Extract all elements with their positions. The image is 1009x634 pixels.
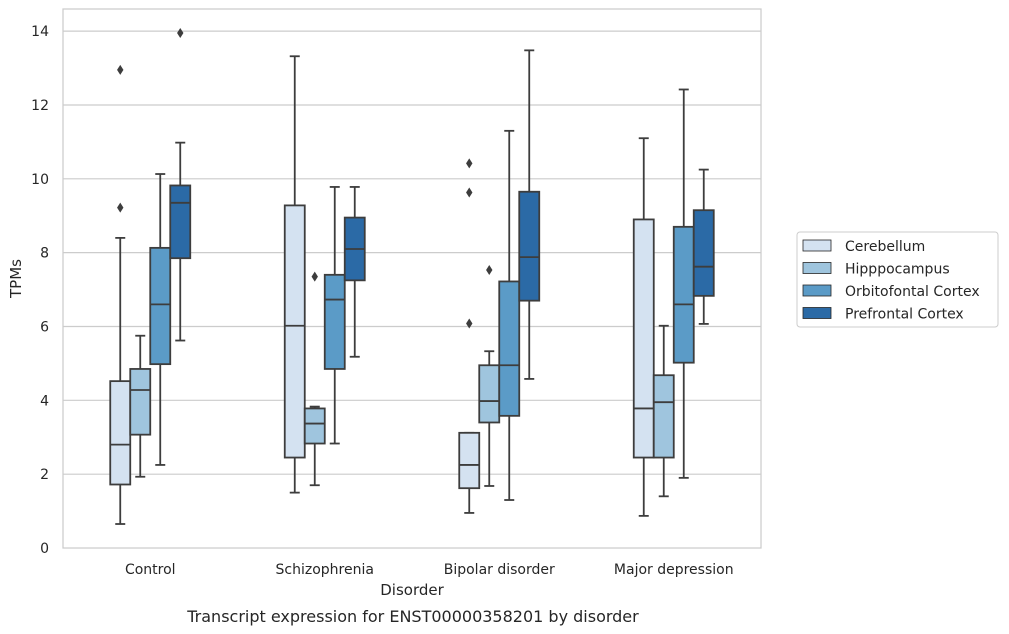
outlier-point	[466, 187, 473, 198]
box-1-3	[343, 186, 366, 358]
plot-frame	[62, 8, 762, 549]
y-tick-labels: 0 2 4 6 8 10 12 14	[31, 24, 49, 557]
y-tick-label: 0	[40, 541, 49, 557]
y-tick-label: 4	[40, 393, 49, 409]
box-2-3	[518, 49, 541, 380]
legend-swatch	[802, 262, 832, 274]
box-2-1	[478, 265, 501, 487]
box-1-1	[303, 271, 326, 487]
y-tick-label: 8	[40, 246, 49, 262]
outlier-point	[177, 27, 184, 38]
legend-label: Prefrontal Cortex	[845, 307, 964, 323]
x-tick-labels: Control Schizophrenia Bipolar disorder Majo…	[125, 562, 734, 578]
box-iqr	[498, 280, 521, 417]
outlier-point	[117, 64, 124, 75]
box-3-2	[672, 88, 695, 479]
x-tick-label: Schizophrenia	[276, 562, 374, 578]
box-iqr	[632, 218, 655, 459]
y-tick-label: 2	[40, 467, 49, 483]
box-iqr	[149, 246, 172, 366]
box-2-2	[498, 129, 521, 501]
legend-swatch	[802, 307, 832, 319]
box-plot-marks	[109, 27, 715, 525]
chart-caption: Transcript expression for ENST0000035820…	[186, 607, 639, 626]
outlier-point	[486, 265, 493, 276]
outlier-point	[466, 158, 473, 169]
box-iqr	[129, 368, 152, 436]
y-tick-label: 12	[31, 98, 49, 114]
box-iqr	[303, 407, 326, 445]
outlier-point	[311, 271, 318, 282]
box-iqr	[692, 209, 715, 297]
outlier-point	[466, 318, 473, 329]
legend: Cerebellum Hipppocampus Orbitofontal Corte…	[796, 231, 999, 328]
box-iqr	[672, 225, 695, 364]
box-0-0	[109, 64, 132, 525]
y-tick-label: 10	[31, 172, 49, 188]
box-0-2	[149, 173, 172, 466]
x-tick-label: Control	[125, 562, 176, 578]
box-iqr	[478, 364, 501, 424]
legend-swatch	[802, 239, 832, 252]
legend-label: Orbitofontal Cortex	[845, 284, 980, 300]
box-iqr	[109, 380, 132, 486]
box-3-0	[632, 137, 655, 517]
box-2-0	[458, 158, 481, 514]
box-0-3	[169, 27, 192, 342]
box-3-1	[652, 324, 675, 498]
box-iqr	[323, 273, 346, 370]
y-tick-label: 14	[31, 24, 49, 40]
y-axis-label: TPMs	[7, 259, 25, 299]
x-tick-label: Major depression	[614, 562, 734, 578]
x-tick-label: Bipolar disorder	[444, 562, 555, 578]
y-tick-label: 6	[40, 319, 49, 335]
legend-label: Cerebellum	[845, 239, 925, 255]
box-3-3	[692, 168, 715, 325]
box-iqr	[518, 190, 541, 302]
outlier-point	[117, 202, 124, 213]
legend-frame	[796, 231, 999, 328]
legend-swatch	[802, 284, 832, 297]
x-axis-label: Disorder	[380, 581, 444, 599]
box-iqr	[283, 204, 306, 459]
box-iqr	[169, 184, 192, 260]
box-1-0	[283, 55, 306, 494]
legend-label: Hipppocampus	[845, 262, 950, 278]
box-iqr	[458, 431, 481, 490]
box-0-1	[129, 334, 152, 478]
box-1-2	[323, 186, 346, 445]
box-iqr	[652, 374, 675, 459]
